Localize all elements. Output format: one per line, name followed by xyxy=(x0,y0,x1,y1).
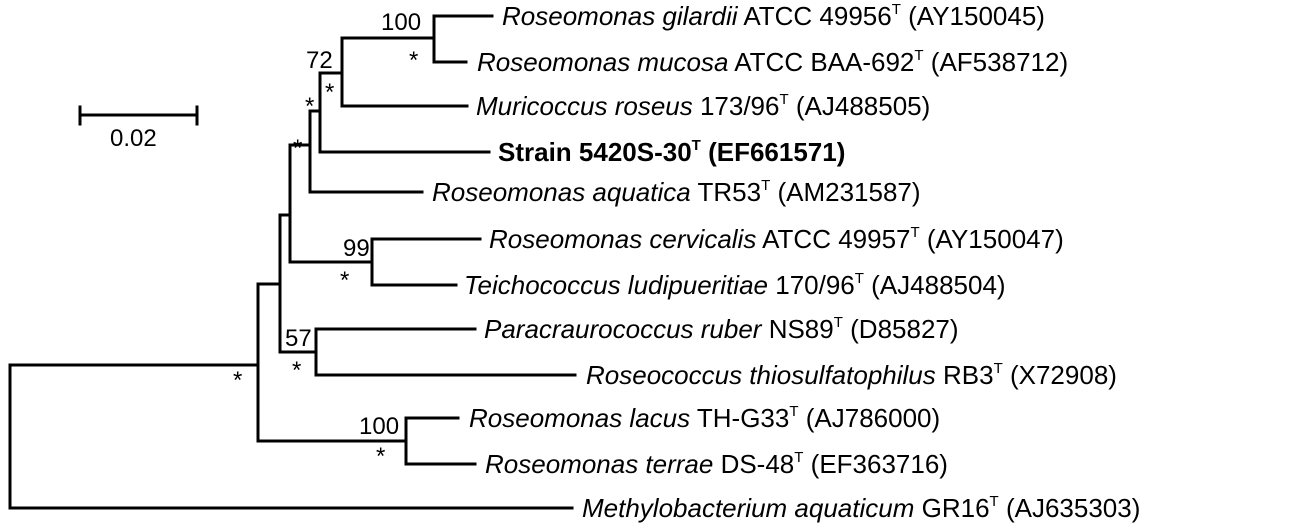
scale-bar-label: 0.02 xyxy=(110,125,157,152)
taxon-label-gilardii: Roseomonas gilardii ATCC 49956T (AY15004… xyxy=(502,1,1045,31)
support-cerv-teicho-pct: 99 xyxy=(343,235,370,262)
branch-root xyxy=(8,363,574,510)
taxon-label-methylobacterium: Methylobacterium aquaticum GR16T (AJ6353… xyxy=(582,493,1140,523)
branch-inner-3 xyxy=(288,109,424,194)
taxon-label-terrae: Roseomonas terrae DS-48T (EF363716) xyxy=(485,449,948,479)
support-mur-clade-pct: 72 xyxy=(306,47,333,74)
branch-para-rosc xyxy=(278,327,577,377)
support-values: 100 * 72 * * * 99 * 57 * * 100 * xyxy=(233,9,421,470)
support-cerv-teicho-star: * xyxy=(340,267,349,294)
scale-bar-line xyxy=(78,105,199,126)
support-lacus-terrae-star: * xyxy=(376,443,385,470)
taxon-label-lacus: Roseomonas lacus TH-G33T (AJ786000) xyxy=(469,403,940,433)
support-mur-clade-star: * xyxy=(325,79,334,106)
support-para-rosc-star: * xyxy=(292,357,301,384)
support-aquatica-clade-star: * xyxy=(293,135,302,162)
branch-inner-5 xyxy=(318,36,469,108)
taxon-label-paracraurococcus: Paracraurococcus ruber NS89T (D85827) xyxy=(484,314,959,344)
scale-bar: 0.02 xyxy=(78,105,199,152)
taxon-label-aquatica: Roseomonas aquatica TR53T (AM231587) xyxy=(432,177,921,207)
branch-cerv-teicho xyxy=(370,237,482,287)
taxon-label-mucosa: Roseomonas mucosa ATCC BAA-692T (AF53871… xyxy=(477,47,1068,77)
support-para-rosc-pct: 57 xyxy=(285,325,312,352)
branch-ingroup xyxy=(256,282,408,443)
branch-inner-1 xyxy=(256,213,282,354)
support-strain-clade-star: * xyxy=(305,93,314,120)
support-gilardii-mucosa-pct: 100 xyxy=(381,9,421,36)
branch-inner-2 xyxy=(278,143,374,264)
branch-gilardii-mucosa xyxy=(340,14,494,64)
taxon-label-cervicalis: Roseomonas cervicalis ATCC 49957T (AY150… xyxy=(489,224,1064,254)
tree-branches xyxy=(8,14,577,510)
support-lacus-terrae-pct: 100 xyxy=(359,413,399,440)
branch-inner-4 xyxy=(308,71,491,154)
support-root-inner-star: * xyxy=(233,367,242,394)
taxon-label-strain-5420s-30: Strain 5420S-30T (EF661571) xyxy=(498,137,845,167)
support-gilardii-mucosa-star: * xyxy=(409,47,418,74)
taxon-label-roseococcus: Roseococcus thiosulfatophilus RB3T (X729… xyxy=(586,360,1117,390)
taxon-label-teichococcus: Teichococcus ludipueritiae 170/96T (AJ48… xyxy=(464,270,1006,300)
branch-lacus-terrae xyxy=(404,416,477,466)
taxon-label-muricoccus: Muricoccus roseus 173/96T (AJ488505) xyxy=(476,91,930,121)
taxon-labels: Roseomonas gilardii ATCC 49956T (AY15004… xyxy=(432,1,1140,523)
